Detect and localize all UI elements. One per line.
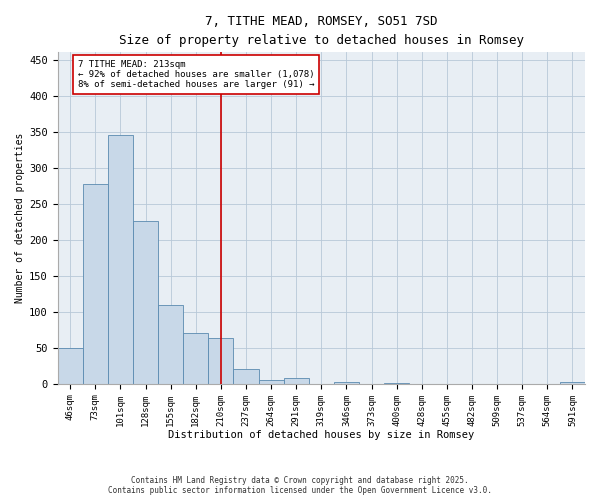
Bar xyxy=(83,184,108,384)
Text: Contains HM Land Registry data © Crown copyright and database right 2025.
Contai: Contains HM Land Registry data © Crown c… xyxy=(108,476,492,495)
Title: 7, TITHE MEAD, ROMSEY, SO51 7SD
Size of property relative to detached houses in : 7, TITHE MEAD, ROMSEY, SO51 7SD Size of … xyxy=(119,15,524,47)
Bar xyxy=(384,383,409,384)
Bar xyxy=(233,368,259,384)
Bar xyxy=(158,304,183,384)
X-axis label: Distribution of detached houses by size in Romsey: Distribution of detached houses by size … xyxy=(168,430,475,440)
Bar xyxy=(133,221,158,384)
Bar xyxy=(560,382,585,384)
Bar xyxy=(334,382,359,384)
Y-axis label: Number of detached properties: Number of detached properties xyxy=(15,133,25,304)
Bar xyxy=(208,338,233,384)
Bar xyxy=(183,334,208,384)
Bar xyxy=(284,378,309,384)
Bar xyxy=(108,135,133,384)
Bar xyxy=(259,380,284,384)
Text: 7 TITHE MEAD: 213sqm
← 92% of detached houses are smaller (1,078)
8% of semi-det: 7 TITHE MEAD: 213sqm ← 92% of detached h… xyxy=(78,60,314,90)
Bar xyxy=(58,348,83,384)
